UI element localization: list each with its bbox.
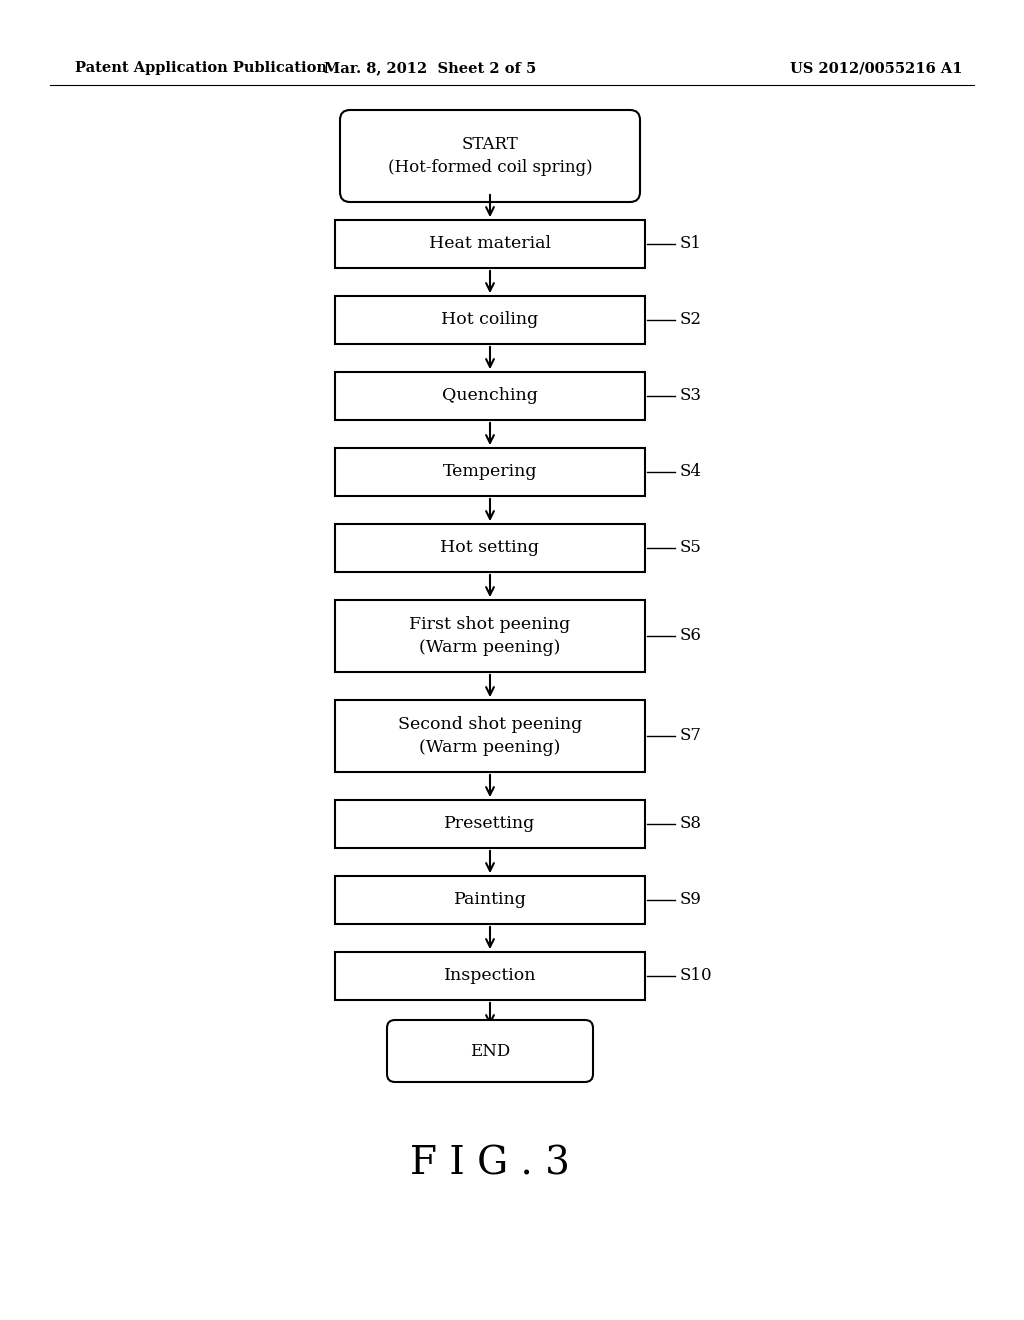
Text: US 2012/0055216 A1: US 2012/0055216 A1 (790, 61, 963, 75)
FancyBboxPatch shape (335, 952, 645, 1001)
FancyBboxPatch shape (335, 296, 645, 345)
Text: S6: S6 (680, 627, 701, 644)
Text: Quenching: Quenching (442, 388, 538, 404)
Text: Mar. 8, 2012  Sheet 2 of 5: Mar. 8, 2012 Sheet 2 of 5 (324, 61, 537, 75)
FancyBboxPatch shape (340, 110, 640, 202)
Text: S8: S8 (680, 816, 702, 833)
Text: Hot setting: Hot setting (440, 540, 540, 557)
Text: F I G . 3: F I G . 3 (410, 1146, 570, 1183)
FancyBboxPatch shape (335, 447, 645, 496)
FancyBboxPatch shape (335, 524, 645, 572)
Text: S1: S1 (680, 235, 702, 252)
Text: Inspection: Inspection (443, 968, 537, 985)
FancyBboxPatch shape (335, 220, 645, 268)
Text: S2: S2 (680, 312, 702, 329)
FancyBboxPatch shape (335, 601, 645, 672)
Text: Tempering: Tempering (442, 463, 538, 480)
Text: Heat material: Heat material (429, 235, 551, 252)
FancyBboxPatch shape (335, 876, 645, 924)
Text: S4: S4 (680, 463, 702, 480)
Text: First shot peening
(Warm peening): First shot peening (Warm peening) (410, 615, 570, 656)
Text: S3: S3 (680, 388, 702, 404)
FancyBboxPatch shape (335, 800, 645, 847)
Text: S7: S7 (680, 727, 702, 744)
Text: START
(Hot-formed coil spring): START (Hot-formed coil spring) (388, 136, 592, 177)
Text: S9: S9 (680, 891, 701, 908)
Text: END: END (470, 1043, 510, 1060)
FancyBboxPatch shape (335, 372, 645, 420)
FancyBboxPatch shape (335, 700, 645, 772)
Text: S5: S5 (680, 540, 701, 557)
FancyBboxPatch shape (387, 1020, 593, 1082)
Text: Presetting: Presetting (444, 816, 536, 833)
Text: Second shot peening
(Warm peening): Second shot peening (Warm peening) (398, 715, 582, 756)
Text: Painting: Painting (454, 891, 526, 908)
Text: Patent Application Publication: Patent Application Publication (75, 61, 327, 75)
Text: S10: S10 (680, 968, 713, 985)
Text: Hot coiling: Hot coiling (441, 312, 539, 329)
